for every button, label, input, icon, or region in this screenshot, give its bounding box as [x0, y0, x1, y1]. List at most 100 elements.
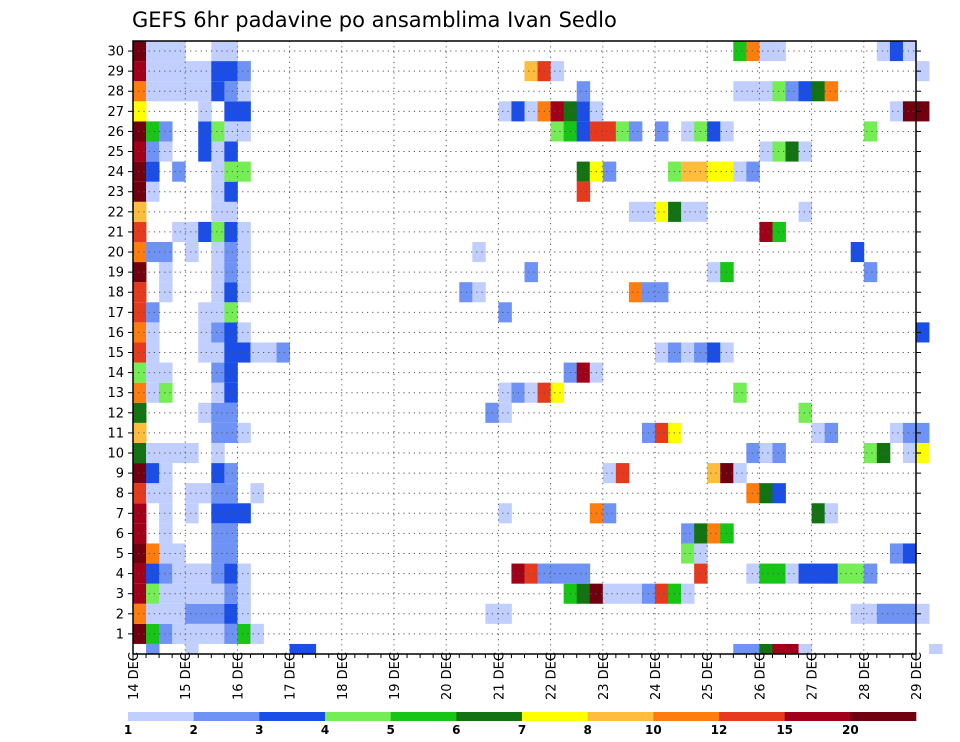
heatmap-cell — [824, 422, 839, 443]
colorbar-swatch — [390, 712, 457, 721]
heatmap-cell — [172, 442, 186, 464]
heatmap-cell — [237, 221, 251, 242]
heatmap-cell — [224, 121, 238, 142]
heatmap-cell — [211, 201, 225, 222]
heatmap-cell — [707, 463, 721, 484]
heatmap-cell — [211, 603, 225, 624]
heatmap-cell — [211, 322, 225, 343]
y-axis: 1234567891011121314151617181920212223242… — [107, 45, 921, 642]
heatmap-cell — [746, 161, 760, 182]
colorbar-swatch — [128, 712, 194, 721]
heatmap-cell — [172, 623, 186, 644]
heatmap-cell — [172, 543, 186, 564]
heatmap-cell — [198, 623, 212, 644]
heatmap-cell — [876, 603, 891, 624]
heatmap-cell — [772, 81, 786, 102]
heatmap-cell — [159, 262, 173, 283]
heatmap-cell — [146, 342, 160, 363]
heatmap-cell — [185, 81, 199, 102]
colorbar-label: 5 — [386, 723, 394, 737]
y-tick-label: 19 — [107, 266, 124, 281]
heatmap-cell — [681, 121, 695, 142]
heatmap-cell — [472, 282, 486, 303]
heatmap-cell — [798, 643, 812, 654]
x-tick-label: 22 DEC — [545, 652, 560, 700]
heatmap-cell — [185, 241, 199, 263]
y-tick-label: 9 — [116, 467, 124, 482]
heatmap-cell — [798, 402, 812, 423]
heatmap-cell — [211, 422, 225, 443]
heatmap-cell — [185, 603, 199, 624]
heatmap-cell — [902, 101, 917, 122]
heatmap-cell — [146, 141, 160, 162]
heatmap-cell — [224, 201, 238, 222]
heatmap-cell — [746, 81, 760, 102]
heatmap-cell — [211, 442, 225, 464]
heatmap-cell — [759, 81, 773, 102]
y-tick-label: 2 — [116, 607, 124, 622]
heatmap-cell — [224, 362, 238, 383]
colorbar-swatch — [259, 712, 326, 721]
heatmap-cell — [159, 442, 173, 464]
heatmap-cell — [198, 603, 212, 624]
colorbar-label: 4 — [321, 723, 329, 737]
heatmap-cell — [224, 41, 238, 62]
heatmap-cell — [628, 583, 643, 604]
heatmap-cell — [524, 382, 538, 403]
heatmap-cell — [133, 41, 147, 62]
heatmap-cell — [759, 442, 773, 464]
heatmap-cell — [224, 382, 238, 403]
heatmap-cell — [707, 523, 721, 544]
y-tick-label: 4 — [116, 567, 124, 582]
heatmap-cell — [198, 141, 212, 162]
heatmap-cell — [889, 41, 904, 62]
heatmap-cell — [146, 543, 160, 564]
heatmap-cell — [759, 221, 773, 242]
heatmap-cell — [237, 81, 251, 102]
heatmap-cell — [146, 382, 160, 403]
heatmap-cell — [146, 463, 160, 484]
heatmap-cell — [133, 563, 147, 584]
heatmap-cell — [185, 61, 199, 82]
heatmap-cell — [211, 543, 225, 564]
heatmap-cell — [681, 201, 695, 222]
heatmap-cell — [198, 483, 212, 504]
y-tick-label: 17 — [107, 306, 124, 321]
heatmap-cell — [850, 241, 865, 263]
heatmap-cell — [198, 583, 212, 604]
heatmap-cell — [211, 141, 225, 162]
heatmap-cell — [224, 141, 238, 162]
heatmap-cell — [185, 643, 199, 654]
colorbar-swatch — [784, 712, 851, 721]
heatmap-cell — [576, 101, 591, 122]
x-tick-label: 25 DEC — [701, 652, 716, 700]
heatmap-cell — [133, 181, 147, 202]
heatmap-cell — [146, 81, 160, 102]
heatmap-cell — [759, 141, 773, 162]
heatmap-cell — [707, 121, 721, 142]
y-tick-label: 26 — [107, 125, 124, 140]
heatmap-cell — [576, 563, 591, 584]
heatmap-cell — [146, 643, 160, 654]
heatmap-cell — [746, 41, 760, 62]
heatmap-cell — [772, 483, 786, 504]
heatmap-cell — [916, 442, 930, 464]
heatmap-cell — [198, 221, 212, 242]
heatmap-cell — [133, 382, 147, 403]
y-tick-label: 13 — [107, 386, 124, 401]
heatmap-cell — [185, 563, 199, 584]
heatmap-cell — [133, 81, 147, 102]
heatmap-cell — [772, 643, 786, 654]
heatmap-cell — [159, 503, 173, 524]
heatmap-cell — [681, 543, 695, 564]
heatmap-cell — [655, 422, 669, 443]
y-tick-label: 10 — [107, 447, 124, 462]
heatmap-cell — [146, 483, 160, 504]
heatmap-cell — [211, 161, 225, 182]
heatmap-cell — [772, 221, 786, 242]
heatmap-cell — [224, 181, 238, 202]
heatmap-cell — [576, 362, 591, 383]
heatmap-cell — [211, 81, 225, 102]
heatmap-cell — [146, 563, 160, 584]
heatmap-cell — [602, 583, 617, 604]
